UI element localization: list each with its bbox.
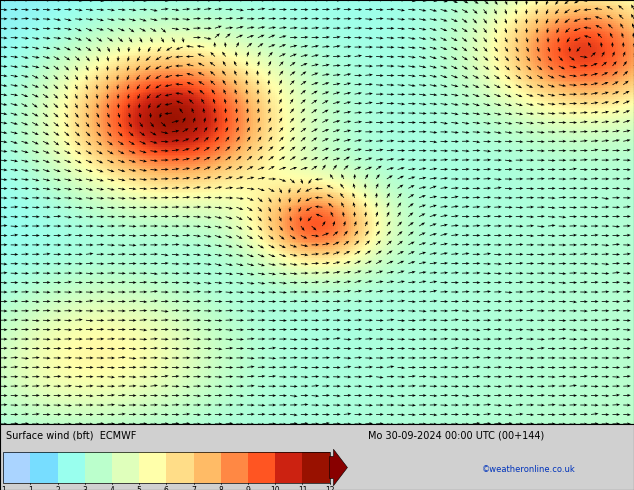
Text: 5: 5 (137, 486, 141, 490)
Bar (58, 452, 85, 483)
Bar (112, 452, 139, 483)
Bar (166, 452, 193, 483)
Bar (302, 452, 330, 483)
Bar (248, 452, 275, 483)
Bar (139, 452, 166, 483)
Text: 9: 9 (245, 486, 250, 490)
Bar (193, 452, 221, 483)
Text: 3: 3 (82, 486, 87, 490)
Text: 8: 8 (219, 486, 223, 490)
Text: 1: 1 (1, 486, 6, 490)
Bar (30, 452, 58, 483)
Bar (85, 452, 112, 483)
Bar (221, 452, 248, 483)
Text: 10: 10 (271, 486, 280, 490)
Text: 6: 6 (164, 486, 169, 490)
Bar (3, 452, 330, 483)
FancyArrow shape (330, 449, 347, 486)
Bar (3, 452, 30, 483)
Text: 12: 12 (325, 486, 334, 490)
Text: 2: 2 (55, 486, 60, 490)
Text: 1: 1 (28, 486, 33, 490)
Text: Surface wind (bft)  ECMWF: Surface wind (bft) ECMWF (6, 431, 137, 441)
Text: 11: 11 (298, 486, 307, 490)
Text: Mo 30-09-2024 00:00 UTC (00+144): Mo 30-09-2024 00:00 UTC (00+144) (368, 431, 544, 441)
Text: 7: 7 (191, 486, 196, 490)
Bar (275, 452, 302, 483)
Text: 4: 4 (110, 486, 115, 490)
Text: ©weatheronline.co.uk: ©weatheronline.co.uk (482, 465, 576, 474)
